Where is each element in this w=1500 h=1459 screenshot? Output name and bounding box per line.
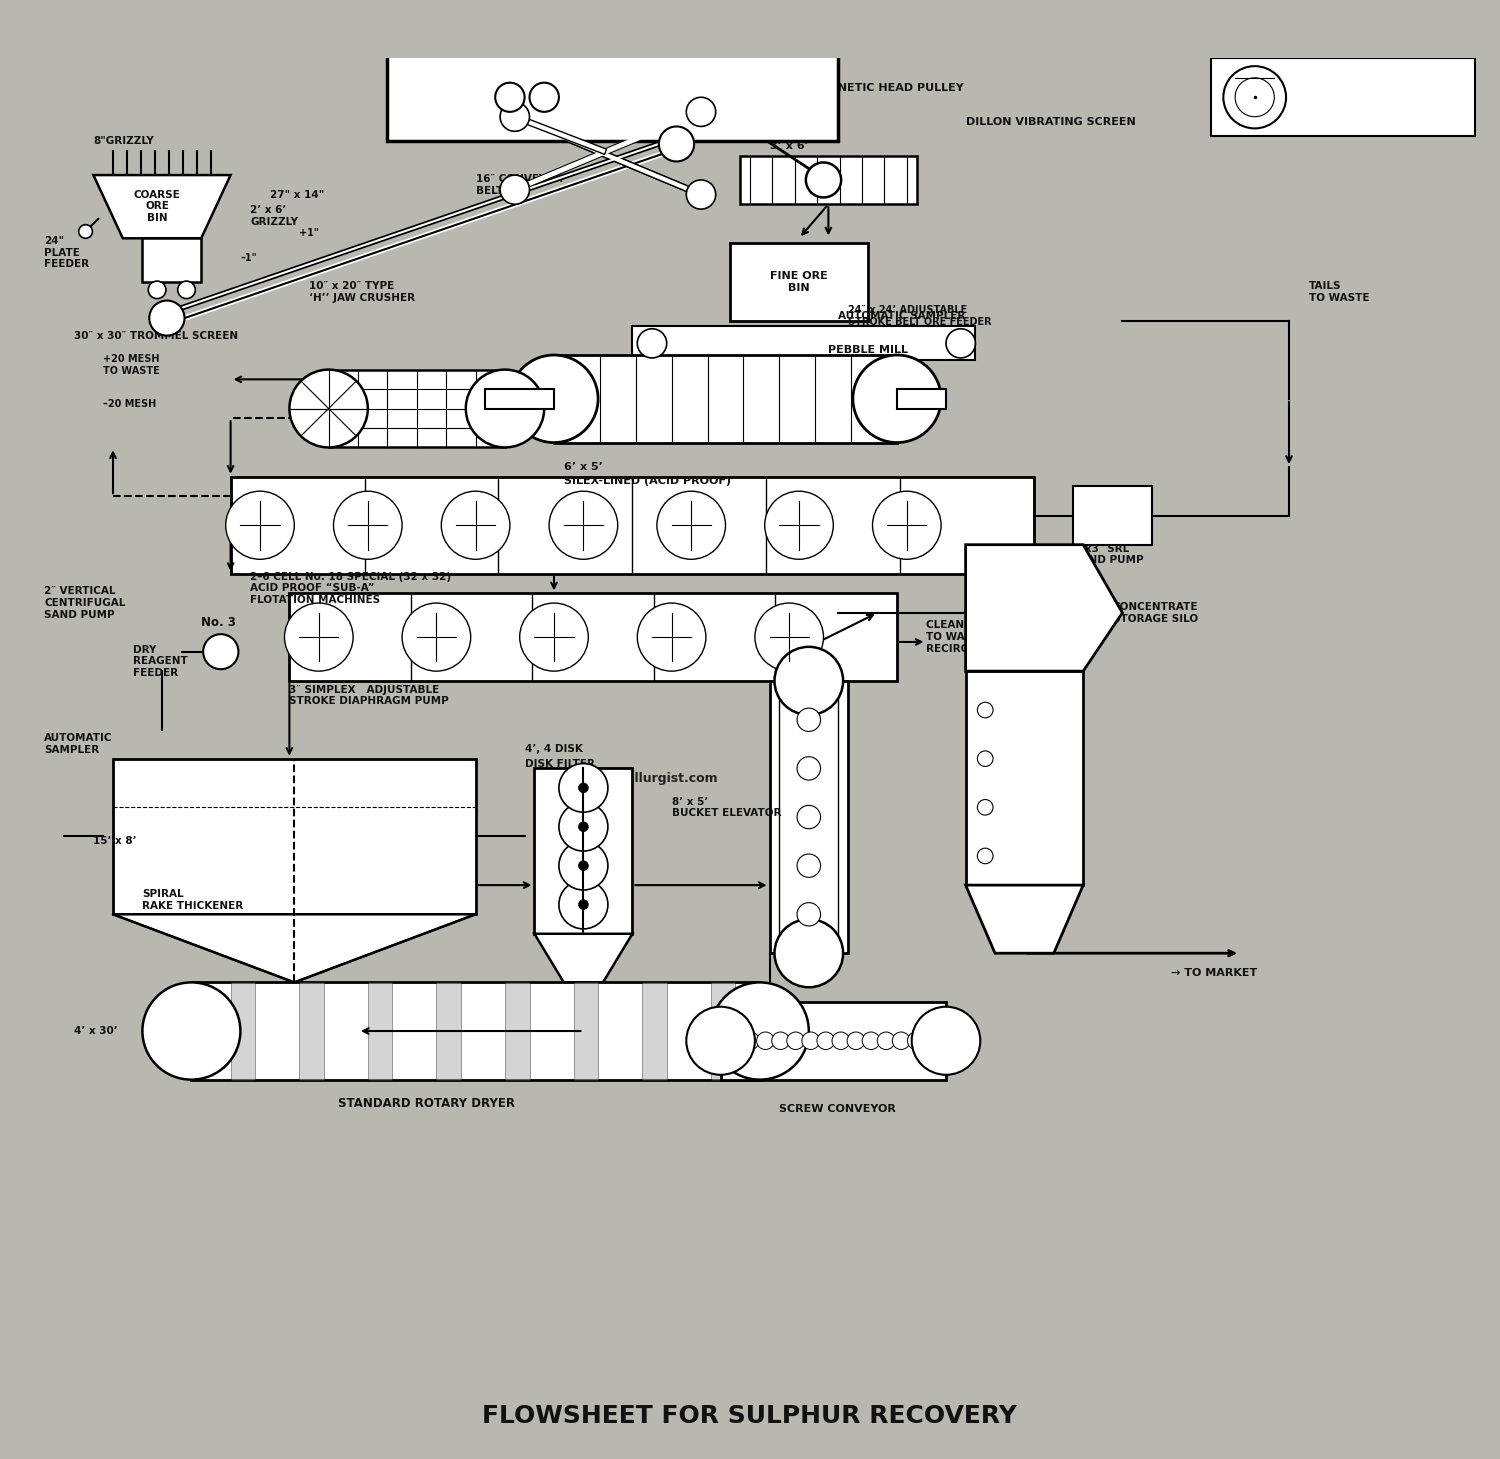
- Circle shape: [202, 635, 238, 670]
- Text: SCREW CONVEYOR: SCREW CONVEYOR: [780, 1104, 897, 1113]
- Circle shape: [285, 603, 352, 671]
- Bar: [506, 982, 530, 1080]
- Circle shape: [290, 369, 368, 448]
- Circle shape: [978, 800, 993, 816]
- Polygon shape: [966, 544, 1122, 671]
- Circle shape: [741, 1032, 759, 1049]
- Circle shape: [818, 1032, 834, 1049]
- Circle shape: [225, 492, 294, 559]
- Circle shape: [560, 802, 608, 851]
- Circle shape: [796, 757, 820, 781]
- Text: 24"
PLATE
FEEDER: 24" PLATE FEEDER: [45, 236, 90, 270]
- Polygon shape: [966, 886, 1083, 953]
- Bar: [897, 390, 946, 409]
- Circle shape: [687, 179, 716, 209]
- Bar: [730, 244, 867, 321]
- Text: SILEX-LINED (ACID PROOF): SILEX-LINED (ACID PROOF): [564, 477, 730, 486]
- Circle shape: [978, 751, 993, 766]
- Circle shape: [495, 83, 525, 112]
- Bar: [1210, 58, 1474, 136]
- Text: +1": +1": [298, 229, 320, 238]
- Bar: [770, 681, 847, 953]
- Circle shape: [788, 1032, 804, 1049]
- Polygon shape: [112, 915, 476, 982]
- Bar: [142, 238, 201, 282]
- Bar: [1074, 486, 1152, 544]
- Circle shape: [579, 783, 588, 792]
- Circle shape: [549, 492, 618, 559]
- Text: 3″ SIMPLEX   ADJUSTABLE
STROKE DIAPHRAGM PUMP: 3″ SIMPLEX ADJUSTABLE STROKE DIAPHRAGM P…: [290, 684, 448, 706]
- Text: 8’ x 5’
BUCKET ELEVATOR: 8’ x 5’ BUCKET ELEVATOR: [672, 797, 782, 818]
- Circle shape: [878, 1032, 896, 1049]
- Circle shape: [510, 355, 598, 442]
- Text: DISK FILTER: DISK FILTER: [525, 759, 594, 769]
- Text: 4’, 4 DISK: 4’, 4 DISK: [525, 744, 582, 754]
- Text: CONCENTRATE
STORAGE SILO: CONCENTRATE STORAGE SILO: [1113, 603, 1198, 623]
- Bar: [711, 982, 735, 1080]
- Text: COARSE
ORE
BIN: COARSE ORE BIN: [134, 190, 180, 223]
- Text: AUTOMATIC SAMPLER: AUTOMATIC SAMPLER: [839, 311, 966, 321]
- Bar: [290, 594, 897, 681]
- Circle shape: [560, 842, 608, 890]
- Circle shape: [892, 1032, 910, 1049]
- Text: www.911metallurgist.com: www.911metallurgist.com: [534, 772, 718, 785]
- Circle shape: [500, 175, 530, 204]
- Text: 24″ x 24’ ADJUSTABLE
STROKE BELT ORE FEEDER: 24″ x 24’ ADJUSTABLE STROKE BELT ORE FEE…: [847, 305, 992, 327]
- Circle shape: [765, 492, 834, 559]
- Text: AUTOMATIC
SAMPLER: AUTOMATIC SAMPLER: [45, 734, 112, 754]
- Text: CRUSHING ROLLS: CRUSHING ROLLS: [554, 88, 663, 98]
- Text: STANDARD ROTARY DRYER: STANDARD ROTARY DRYER: [339, 1097, 516, 1110]
- Bar: [554, 355, 897, 442]
- Circle shape: [754, 603, 824, 671]
- Circle shape: [466, 369, 544, 448]
- Text: 911: 911: [1288, 80, 1320, 95]
- Text: 15’ x 8’: 15’ x 8’: [93, 836, 136, 846]
- Circle shape: [560, 880, 608, 929]
- Text: 3’ x 6’: 3’ x 6’: [770, 142, 808, 150]
- Circle shape: [922, 1032, 940, 1049]
- Circle shape: [771, 1032, 789, 1049]
- Bar: [642, 982, 666, 1080]
- Circle shape: [853, 355, 940, 442]
- Text: CLEANER MIDDLINGS
TO WASTE OR
RECIRCULATION: CLEANER MIDDLINGS TO WASTE OR RECIRCULAT…: [927, 620, 1050, 654]
- Circle shape: [658, 127, 694, 162]
- Circle shape: [687, 1007, 754, 1075]
- Bar: [486, 390, 554, 409]
- Bar: [192, 982, 760, 1080]
- Circle shape: [802, 1032, 819, 1049]
- Polygon shape: [93, 175, 231, 238]
- Polygon shape: [534, 934, 633, 982]
- Text: 2–6 CELL No. 18 SPECIAL (32 x 32)
ACID PROOF “SUB-A”
FLOTATION MACHINES: 2–6 CELL No. 18 SPECIAL (32 x 32) ACID P…: [251, 572, 452, 605]
- Circle shape: [402, 603, 471, 671]
- Circle shape: [847, 1032, 864, 1049]
- Text: +20 MESH
TO WASTE: +20 MESH TO WASTE: [104, 355, 160, 375]
- Text: SULPHUR: SULPHUR: [501, 76, 724, 118]
- Text: 2″ VERTICAL
CENTRIFUGAL
SAND PUMP: 2″ VERTICAL CENTRIFUGAL SAND PUMP: [45, 587, 126, 620]
- Circle shape: [148, 282, 166, 299]
- Circle shape: [978, 702, 993, 718]
- Text: 8"GRIZZLY: 8"GRIZZLY: [93, 136, 154, 146]
- Text: 16″ CONVEYOR
BELTS: 16″ CONVEYOR BELTS: [476, 174, 562, 196]
- Bar: [328, 369, 506, 448]
- Bar: [966, 671, 1083, 886]
- Circle shape: [806, 162, 842, 197]
- Circle shape: [657, 492, 726, 559]
- Circle shape: [150, 301, 184, 336]
- Circle shape: [177, 282, 195, 299]
- Circle shape: [946, 328, 975, 357]
- Circle shape: [441, 492, 510, 559]
- Bar: [112, 759, 476, 915]
- Bar: [298, 982, 324, 1080]
- Circle shape: [579, 861, 588, 871]
- Text: No. 3: No. 3: [201, 616, 236, 629]
- Circle shape: [530, 83, 560, 112]
- Bar: [387, 54, 838, 142]
- Text: –1": –1": [240, 252, 256, 263]
- Text: PEBBLE MILL: PEBBLE MILL: [828, 346, 909, 355]
- Circle shape: [796, 854, 820, 877]
- Text: 4’ x 30’: 4’ x 30’: [74, 1026, 117, 1036]
- Circle shape: [1224, 66, 1286, 128]
- Circle shape: [873, 492, 940, 559]
- Circle shape: [796, 903, 820, 926]
- Text: TAILS
TO WASTE: TAILS TO WASTE: [1308, 282, 1370, 302]
